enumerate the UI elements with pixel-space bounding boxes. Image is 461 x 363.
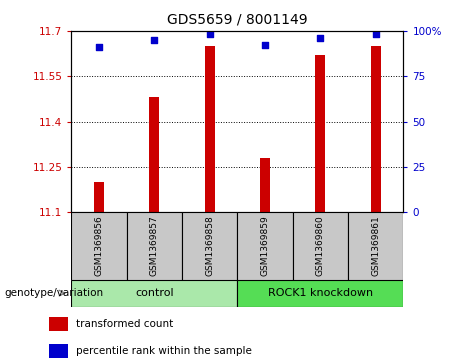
Text: GSM1369857: GSM1369857 <box>150 216 159 276</box>
Text: control: control <box>135 288 174 298</box>
Bar <box>71 212 127 280</box>
Text: GSM1369860: GSM1369860 <box>316 216 325 276</box>
Text: GSM1369856: GSM1369856 <box>95 216 104 276</box>
Bar <box>348 212 403 280</box>
Bar <box>71 280 237 307</box>
Bar <box>205 46 215 212</box>
Bar <box>94 182 104 212</box>
Bar <box>48 317 68 331</box>
Bar <box>371 46 381 212</box>
Bar <box>149 97 160 212</box>
Bar <box>237 212 293 280</box>
Point <box>317 35 324 41</box>
Text: transformed count: transformed count <box>76 319 173 329</box>
Bar <box>260 158 270 212</box>
Text: GSM1369859: GSM1369859 <box>260 216 270 276</box>
Bar <box>48 344 68 358</box>
Point <box>206 32 213 37</box>
Bar <box>127 212 182 280</box>
Text: percentile rank within the sample: percentile rank within the sample <box>76 346 252 356</box>
Bar <box>237 280 403 307</box>
Text: ROCK1 knockdown: ROCK1 knockdown <box>268 288 373 298</box>
Point <box>151 37 158 43</box>
Point <box>261 42 269 48</box>
Bar <box>182 212 237 280</box>
Text: genotype/variation: genotype/variation <box>5 288 104 298</box>
Text: GSM1369861: GSM1369861 <box>371 216 380 276</box>
Text: GSM1369858: GSM1369858 <box>205 216 214 276</box>
Point <box>372 32 379 37</box>
Point <box>95 44 103 50</box>
Title: GDS5659 / 8001149: GDS5659 / 8001149 <box>167 13 308 27</box>
Bar <box>315 55 325 212</box>
Bar <box>293 212 348 280</box>
